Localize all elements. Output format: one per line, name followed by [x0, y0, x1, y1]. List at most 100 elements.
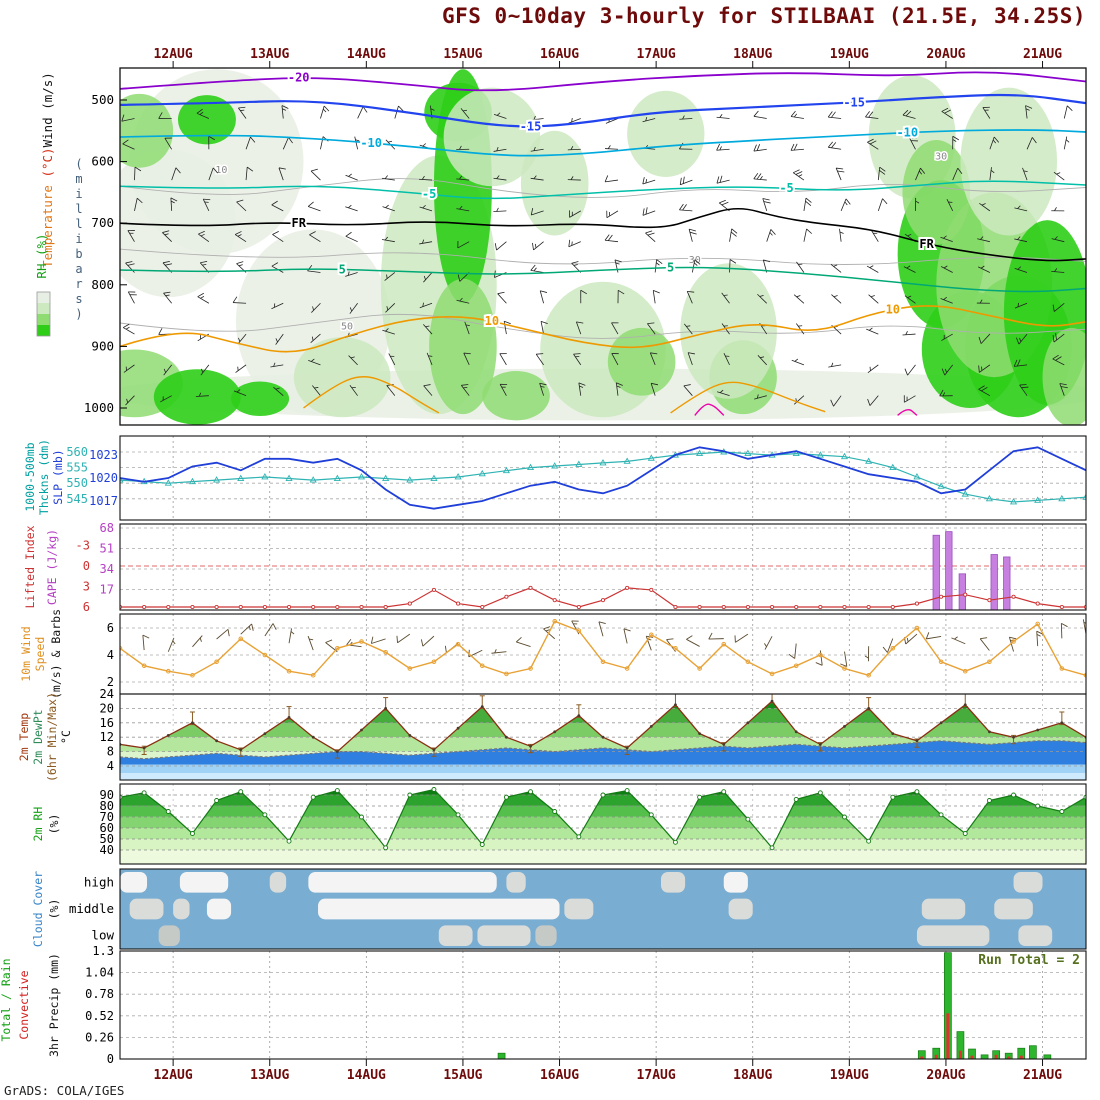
svg-text:51: 51: [100, 541, 114, 555]
svg-text:80: 80: [100, 799, 114, 813]
svg-text:12AUG: 12AUG: [154, 47, 193, 62]
svg-text:17: 17: [100, 582, 114, 596]
svg-text:1023: 1023: [89, 448, 118, 462]
svg-text:14AUG: 14AUG: [347, 1068, 386, 1083]
svg-text:RH (%): RH (%): [34, 233, 49, 278]
svg-text:60: 60: [100, 821, 114, 835]
svg-text:FR: FR: [919, 237, 934, 251]
svg-text:0.26: 0.26: [85, 1030, 114, 1044]
svg-text:20: 20: [100, 701, 114, 715]
svg-text:18AUG: 18AUG: [733, 47, 772, 62]
svg-text:a: a: [75, 262, 82, 276]
svg-text:(6hr Min/Max): (6hr Min/Max): [45, 692, 59, 782]
page-title: GFS 0~10day 3-hourly for STILBAAI (21.5E…: [441, 4, 1086, 28]
svg-text:15AUG: 15AUG: [443, 1068, 482, 1083]
svg-text:4: 4: [107, 759, 114, 773]
svg-text:0: 0: [83, 559, 90, 573]
svg-text:6: 6: [83, 600, 90, 614]
svg-text:(%): (%): [47, 814, 61, 835]
svg-text:2: 2: [107, 675, 114, 689]
grads-credit: GrADS: COLA/IGES: [4, 1083, 125, 1098]
svg-text:1.04: 1.04: [85, 966, 114, 980]
svg-text:20AUG: 20AUG: [926, 47, 965, 62]
svg-text:68: 68: [100, 521, 114, 535]
svg-text:i: i: [75, 232, 82, 246]
svg-text:1000-500mb: 1000-500mb: [23, 442, 37, 511]
svg-text:SLP (mb): SLP (mb): [51, 449, 65, 504]
svg-text:-3: -3: [76, 539, 90, 553]
surface-wind-barbs: [120, 619, 1086, 667]
svg-text:0.52: 0.52: [85, 1009, 114, 1023]
svg-text:13AUG: 13AUG: [250, 47, 289, 62]
svg-text:18AUG: 18AUG: [733, 1068, 772, 1083]
svg-text:2m DewPt: 2m DewPt: [31, 709, 45, 764]
svg-text:): ): [75, 307, 82, 321]
time-axis: 12AUG 12AUG 13AUG 13AUG 14AUG 14AUG 15AUG 15AUG…: [154, 47, 1063, 1083]
svg-text:-10: -10: [360, 136, 382, 150]
svg-text:(: (: [75, 157, 82, 171]
svg-text:545: 545: [66, 492, 88, 506]
svg-text:900: 900: [91, 338, 114, 353]
svg-text:-15: -15: [843, 95, 865, 109]
svg-text:19AUG: 19AUG: [830, 1068, 869, 1083]
svg-text:m: m: [75, 172, 82, 186]
svg-text:14AUG: 14AUG: [347, 47, 386, 62]
svg-text:FR: FR: [291, 216, 306, 230]
svg-text:700: 700: [91, 215, 114, 230]
svg-text:(m/s) & Barbs: (m/s) & Barbs: [49, 609, 63, 699]
svg-text:Thckns (dm): Thckns (dm): [37, 439, 51, 515]
svg-text:Cloud Cover: Cloud Cover: [31, 871, 45, 947]
svg-text:-10: -10: [896, 126, 918, 140]
svg-text:90: 90: [100, 788, 114, 802]
svg-text:550: 550: [66, 476, 88, 490]
svg-text:4: 4: [107, 648, 114, 662]
svg-text:s: s: [75, 292, 82, 306]
panel-2m-rh: [120, 784, 1086, 864]
svg-text:1.3: 1.3: [92, 944, 114, 958]
svg-text:°C: °C: [59, 730, 73, 744]
svg-text:21AUG: 21AUG: [1023, 1068, 1062, 1083]
svg-text:19AUG: 19AUG: [830, 47, 869, 62]
svg-text:16: 16: [100, 716, 114, 730]
svg-text:13AUG: 13AUG: [250, 1068, 289, 1083]
svg-text:5: 5: [339, 262, 346, 276]
svg-text:40: 40: [100, 843, 114, 857]
svg-text:1020: 1020: [89, 471, 118, 485]
svg-text:70: 70: [100, 810, 114, 824]
svg-text:middle: middle: [69, 901, 114, 916]
svg-text:b: b: [75, 247, 82, 261]
panel-cloud-cover: [120, 869, 1086, 949]
svg-text:10: 10: [886, 302, 900, 316]
svg-text:2m Temp: 2m Temp: [17, 713, 31, 762]
p1-axis-label: Temperature (°C)Wind (m/s): [40, 72, 55, 268]
svg-text:-15: -15: [520, 120, 542, 134]
svg-text:Convective: Convective: [17, 970, 31, 1039]
svg-text:6: 6: [107, 621, 114, 635]
panel-slp-thickness: [120, 436, 1086, 520]
svg-text:l: l: [75, 217, 82, 231]
panel-10m-wind: [120, 614, 1086, 694]
svg-text:Speed: Speed: [33, 637, 47, 672]
svg-text:-5: -5: [422, 187, 436, 201]
svg-text:1000: 1000: [84, 400, 114, 415]
svg-text:1017: 1017: [89, 494, 118, 508]
svg-text:50: 50: [341, 322, 353, 333]
svg-text:-5: -5: [779, 181, 793, 195]
svg-text:800: 800: [91, 277, 114, 292]
svg-text:50: 50: [100, 832, 114, 846]
svg-text:(%): (%): [47, 899, 61, 920]
svg-text:r: r: [75, 277, 82, 291]
svg-text:3: 3: [83, 580, 90, 594]
svg-text:600: 600: [91, 154, 114, 169]
svg-text:20AUG: 20AUG: [926, 1068, 965, 1083]
svg-text:10: 10: [215, 165, 227, 176]
svg-text:CAPE (J/kg): CAPE (J/kg): [45, 529, 59, 605]
panel-2m-temp: [120, 694, 1086, 780]
svg-text:Lifted Index: Lifted Index: [23, 525, 37, 608]
svg-text:21AUG: 21AUG: [1023, 47, 1062, 62]
run-total-label: Run Total = 2: [978, 953, 1080, 968]
svg-text:i: i: [75, 187, 82, 201]
